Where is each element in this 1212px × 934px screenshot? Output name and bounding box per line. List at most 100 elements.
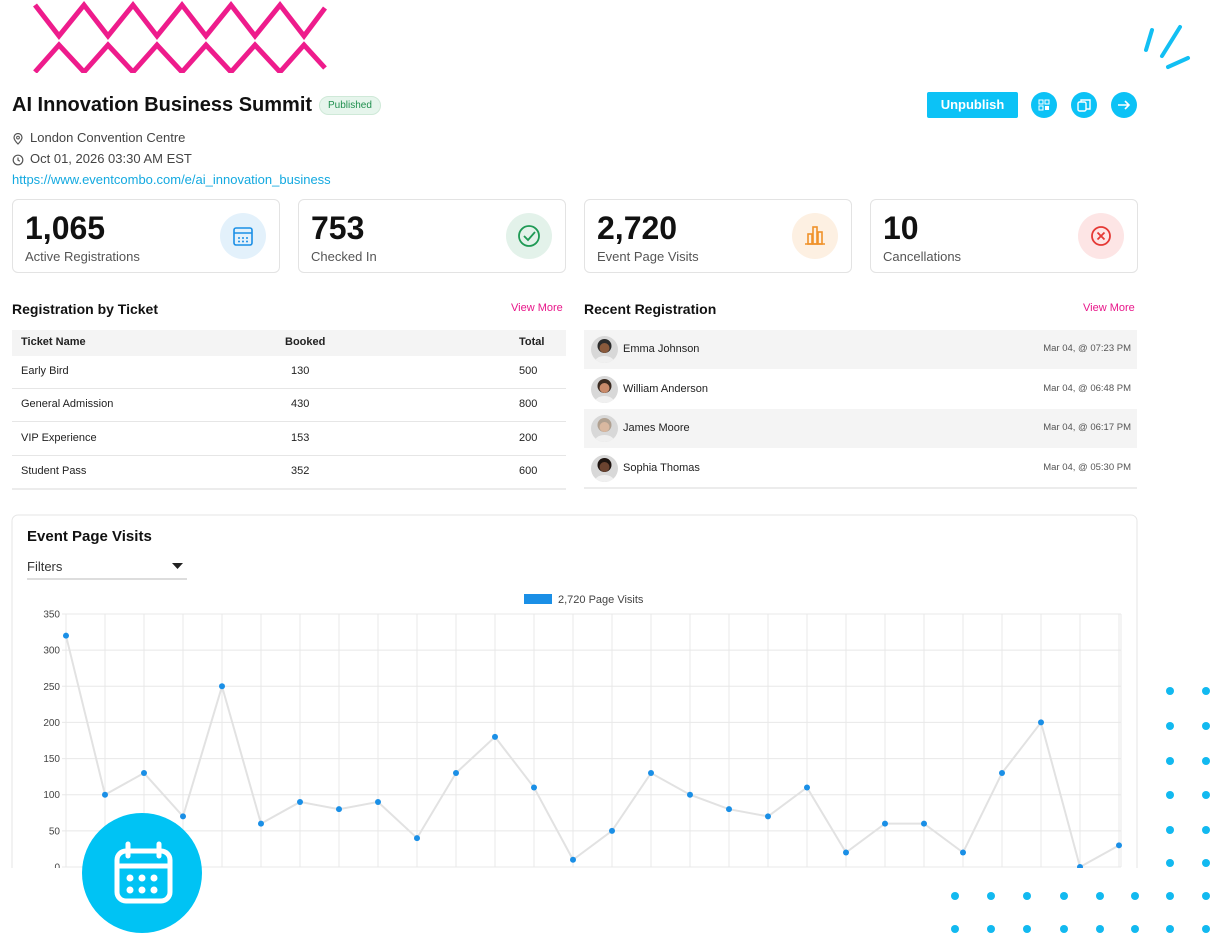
data-point <box>531 784 537 791</box>
dot <box>1060 925 1068 933</box>
dot <box>987 892 995 900</box>
sparkle-stroke <box>1144 28 1154 52</box>
table-row <box>12 389 566 423</box>
y-tick-label: 250 <box>43 682 60 693</box>
calendar-dot <box>126 874 134 882</box>
dot <box>1202 859 1210 867</box>
data-point <box>414 835 420 842</box>
avatar-figure <box>594 418 615 442</box>
y-tick-label: 50 <box>49 826 61 837</box>
column-header: Ticket Name <box>21 336 86 348</box>
zigzag-line <box>33 41 327 73</box>
dot <box>1166 859 1174 867</box>
calendar-dot <box>126 886 134 894</box>
dot <box>1131 925 1139 933</box>
y-tick-label: 200 <box>43 718 60 729</box>
registrant-name: Sophia Thomas <box>623 461 700 474</box>
data-point <box>1038 719 1044 726</box>
stat-card <box>298 199 566 273</box>
dot <box>1202 791 1210 799</box>
dot <box>1202 687 1210 695</box>
dot <box>1166 687 1174 695</box>
copy-button[interactable] <box>1071 92 1097 118</box>
registrant-name: Emma Johnson <box>623 343 700 355</box>
calendar-body <box>114 848 173 904</box>
calendar-icon <box>114 841 173 904</box>
legend-swatch <box>524 594 552 604</box>
avatar <box>591 336 618 363</box>
stat-card <box>12 199 280 273</box>
data-point <box>1116 842 1122 849</box>
data-point <box>726 806 732 813</box>
table-shadow <box>12 488 566 490</box>
card-border <box>11 514 1138 868</box>
dot <box>987 925 995 933</box>
table-row <box>12 356 566 389</box>
stat-glyph <box>518 225 540 247</box>
registration-time: Mar 04, @ 07:23 PM <box>1043 343 1131 354</box>
button-glyph <box>1038 99 1050 111</box>
data-point <box>63 632 69 639</box>
dot <box>1023 925 1031 933</box>
y-tick-label: 0 <box>54 863 60 874</box>
stat-icon <box>220 213 266 259</box>
data-point <box>492 733 498 740</box>
data-point <box>609 827 615 834</box>
sparkle-stroke <box>1160 25 1182 58</box>
registration-time: Mar 04, @ 06:48 PM <box>1043 382 1131 394</box>
table-cell: 430 <box>291 398 310 411</box>
table-header <box>12 330 566 356</box>
button-glyph <box>1118 100 1131 110</box>
sparkle <box>1144 25 1190 69</box>
calendar-dots <box>126 874 158 894</box>
unpublish-button[interactable]: Unpublish <box>927 92 1018 118</box>
table-cell: VIP Experience <box>21 431 97 444</box>
registrant-name: James Moore <box>623 422 690 434</box>
stat-value: 10 <box>883 210 919 246</box>
stat-card <box>584 199 852 273</box>
data-point <box>843 849 849 856</box>
overlay <box>82 687 1210 933</box>
registrant-name: William Anderson <box>623 382 708 395</box>
dot <box>1096 892 1104 900</box>
datetime: Oct 01, 2026 03:30 AM EST <box>30 151 192 166</box>
data-point <box>960 849 966 856</box>
avatar-figure <box>594 457 615 482</box>
dot <box>951 892 959 900</box>
dot <box>1060 892 1068 900</box>
dot <box>1023 892 1031 900</box>
zigzag-line <box>33 0 327 41</box>
dot <box>1166 791 1174 799</box>
table-cell: General Admission <box>21 398 114 411</box>
dot <box>951 925 959 933</box>
pin <box>13 132 23 145</box>
view-more-link[interactable]: View More <box>1083 302 1135 314</box>
avatar <box>591 415 618 442</box>
event-title: AI Innovation Business Summit <box>12 94 313 116</box>
stat-label: Event Page Visits <box>597 249 699 264</box>
qr-button[interactable] <box>1031 92 1057 118</box>
registration-row <box>584 448 1137 488</box>
registration-row <box>584 330 1137 369</box>
data-point <box>648 770 654 777</box>
table-cell: 500 <box>519 365 538 377</box>
view-more-link[interactable]: View More <box>511 302 563 314</box>
filter-dropdown[interactable]: Filters <box>27 559 63 574</box>
table-cell: Early Bird <box>21 365 69 377</box>
stat-label: Checked In <box>311 249 377 264</box>
table-row <box>12 423 566 456</box>
dot <box>1202 826 1210 834</box>
column-header: Booked <box>285 336 326 348</box>
data-point <box>570 856 576 863</box>
avatar <box>591 454 618 482</box>
chart-card: Event Page Visits Filters 2,720 Page Visit… <box>11 514 1138 874</box>
event-url[interactable]: https://www.eventcombo.com/e/ai_innovati… <box>12 172 331 187</box>
y-tick-label: 150 <box>43 754 60 765</box>
section-title: Recent Registration <box>584 301 717 317</box>
location-icon <box>12 132 24 145</box>
open-button[interactable] <box>1111 92 1137 118</box>
table-cell: Student Pass <box>21 464 87 477</box>
dot <box>1166 826 1174 834</box>
